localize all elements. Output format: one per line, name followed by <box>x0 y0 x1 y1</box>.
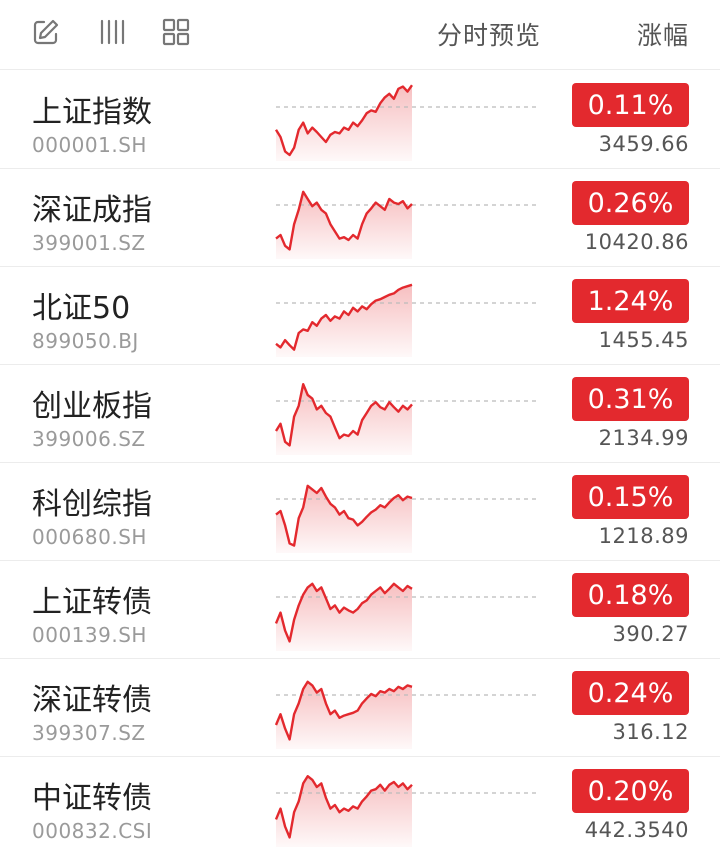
edit-icon[interactable] <box>28 14 64 50</box>
sparkline-line <box>274 84 413 157</box>
index-code: 000680.SH <box>32 525 147 549</box>
change-badge: 0.15% <box>572 475 689 519</box>
sparkline-chart <box>275 190 540 259</box>
change-badge: 0.11% <box>572 83 689 127</box>
index-price: 390.27 <box>612 622 689 646</box>
index-price: 10420.86 <box>584 230 689 254</box>
sparkline-line <box>274 774 413 839</box>
index-row[interactable]: 创业板指 399006.SZ 0.31% 2134.99 <box>0 365 720 463</box>
index-code: 399006.SZ <box>32 427 146 451</box>
index-name: 上证指数 <box>32 95 152 130</box>
index-row[interactable]: 上证转债 000139.SH 0.18% 390.27 <box>0 561 720 659</box>
sparkline-area <box>276 384 412 455</box>
index-code: 399001.SZ <box>32 231 146 255</box>
index-price: 316.12 <box>612 720 689 744</box>
index-code: 899050.BJ <box>32 329 139 353</box>
index-name: 深证成指 <box>32 193 152 228</box>
change-badge: 0.26% <box>572 181 689 225</box>
sparkline-line <box>275 283 413 351</box>
sparkline-area <box>276 85 412 161</box>
change-badge: 0.24% <box>572 671 689 715</box>
sparkline-chart <box>274 582 540 651</box>
sparkline-chart <box>274 774 540 847</box>
index-name: 创业板指 <box>32 389 152 424</box>
sparkline-chart <box>274 84 540 161</box>
index-row[interactable]: 上证指数 000001.SH 0.11% 3459.66 <box>0 71 720 169</box>
sparkline-chart <box>274 680 540 749</box>
index-row[interactable]: 深证转债 399307.SZ 0.24% 316.12 <box>0 659 720 757</box>
sparkline-area <box>276 681 412 749</box>
sparkline-line <box>275 484 413 547</box>
index-row[interactable]: 北证50 899050.BJ 1.24% 1455.45 <box>0 267 720 365</box>
index-code: 000139.SH <box>32 623 147 647</box>
index-price: 1218.89 <box>598 524 689 548</box>
sparkline-area <box>276 583 412 651</box>
column-header-preview[interactable]: 分时预览 <box>437 21 542 50</box>
sparkline-area <box>276 284 412 357</box>
index-price: 2134.99 <box>598 426 689 450</box>
change-badge: 0.31% <box>572 377 689 421</box>
sparkline-area <box>276 776 412 847</box>
index-row[interactable]: 科创综指 000680.SH 0.15% 1218.89 <box>0 463 720 561</box>
list-header: 分时预览 涨幅 <box>0 0 720 70</box>
index-list: 上证指数 000001.SH 0.11% 3459.66 深证成指 399001… <box>0 71 720 850</box>
sparkline-chart <box>275 484 540 553</box>
sparkline-area <box>276 191 412 259</box>
index-name: 科创综指 <box>32 487 152 522</box>
column-header-change[interactable]: 涨幅 <box>637 21 690 50</box>
sparkline-chart <box>274 382 540 455</box>
change-badge: 1.24% <box>572 279 689 323</box>
index-price: 442.3540 <box>584 818 689 842</box>
sparkline-line <box>274 680 413 741</box>
index-price: 3459.66 <box>598 132 689 156</box>
columns-icon[interactable] <box>95 14 131 50</box>
sparkline-chart <box>275 283 540 357</box>
index-name: 北证50 <box>32 291 131 326</box>
index-price: 1455.45 <box>598 328 689 352</box>
sparkline-line <box>274 582 413 643</box>
index-code: 399307.SZ <box>32 721 146 745</box>
change-badge: 0.20% <box>572 769 689 813</box>
sparkline-line <box>275 190 413 251</box>
grid-icon[interactable] <box>158 14 194 50</box>
sparkline-area <box>276 485 412 553</box>
index-code: 000832.CSI <box>32 819 153 843</box>
index-name: 上证转债 <box>32 585 152 620</box>
index-name: 中证转债 <box>32 781 152 816</box>
change-badge: 0.18% <box>572 573 689 617</box>
index-code: 000001.SH <box>32 133 147 157</box>
index-name: 深证转债 <box>32 683 152 718</box>
index-row[interactable]: 中证转债 000832.CSI 0.20% 442.3540 <box>0 757 720 850</box>
index-row[interactable]: 深证成指 399001.SZ 0.26% 10420.86 <box>0 169 720 267</box>
sparkline-line <box>274 382 413 447</box>
